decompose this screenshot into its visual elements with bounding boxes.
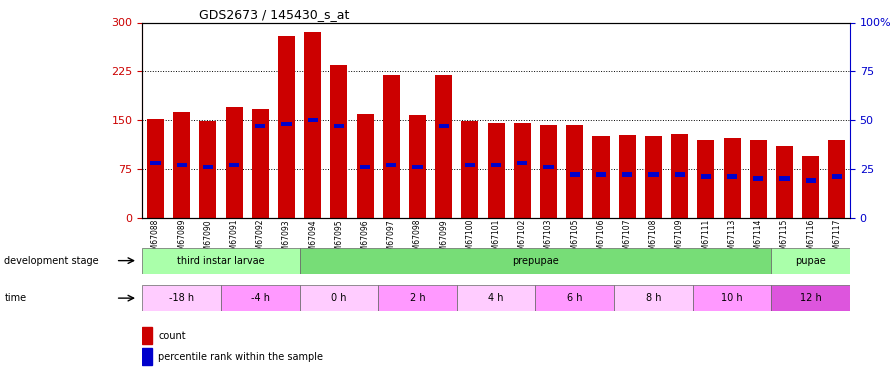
Bar: [544, 165, 554, 169]
Bar: [491, 163, 501, 167]
Bar: [439, 124, 449, 128]
Text: pupae: pupae: [796, 256, 826, 266]
Bar: [648, 172, 659, 177]
Bar: [142, 248, 300, 274]
Bar: [378, 285, 457, 311]
Text: percentile rank within the sample: percentile rank within the sample: [158, 352, 323, 362]
Bar: [203, 165, 213, 169]
Bar: [805, 178, 816, 183]
Bar: [221, 285, 300, 311]
Text: time: time: [4, 293, 27, 303]
Bar: [300, 285, 378, 311]
Bar: [727, 174, 737, 179]
Bar: [142, 327, 152, 344]
Bar: [300, 248, 772, 274]
Bar: [465, 163, 475, 167]
Bar: [174, 111, 190, 218]
Bar: [412, 165, 423, 169]
Bar: [622, 172, 632, 177]
Text: 4 h: 4 h: [489, 293, 504, 303]
Bar: [357, 114, 374, 218]
Bar: [614, 285, 692, 311]
Bar: [829, 140, 846, 218]
Bar: [435, 75, 452, 217]
Text: count: count: [158, 330, 186, 340]
Text: 10 h: 10 h: [721, 293, 743, 303]
Bar: [671, 134, 688, 218]
Bar: [832, 174, 842, 179]
Bar: [675, 172, 684, 177]
Text: -4 h: -4 h: [251, 293, 270, 303]
Bar: [142, 285, 221, 311]
Bar: [753, 176, 764, 181]
Text: -18 h: -18 h: [169, 293, 194, 303]
Bar: [360, 165, 370, 169]
Bar: [540, 125, 557, 218]
Bar: [802, 156, 819, 218]
Bar: [150, 160, 160, 165]
Bar: [229, 163, 239, 167]
Text: 12 h: 12 h: [800, 293, 821, 303]
Text: third instar larvae: third instar larvae: [177, 256, 265, 266]
Bar: [776, 146, 793, 218]
Bar: [697, 140, 715, 218]
Bar: [780, 176, 789, 181]
Bar: [566, 124, 583, 217]
Bar: [334, 124, 344, 128]
Bar: [488, 123, 505, 218]
Bar: [517, 160, 528, 165]
Bar: [570, 172, 580, 177]
Bar: [308, 118, 318, 122]
Bar: [596, 172, 606, 177]
Bar: [457, 285, 536, 311]
Bar: [409, 115, 426, 218]
Bar: [225, 107, 243, 218]
Text: 0 h: 0 h: [331, 293, 347, 303]
Bar: [700, 174, 711, 179]
Text: development stage: development stage: [4, 256, 99, 266]
Text: prepupae: prepupae: [512, 256, 559, 266]
Bar: [536, 285, 614, 311]
Bar: [330, 65, 347, 218]
Text: 8 h: 8 h: [645, 293, 661, 303]
Bar: [255, 124, 265, 128]
Bar: [692, 285, 772, 311]
Bar: [142, 348, 152, 365]
Bar: [383, 75, 400, 217]
Bar: [252, 109, 269, 217]
Bar: [199, 121, 216, 218]
Bar: [645, 136, 662, 218]
Bar: [461, 121, 479, 218]
Text: 6 h: 6 h: [567, 293, 583, 303]
Bar: [281, 122, 292, 126]
Text: 2 h: 2 h: [409, 293, 425, 303]
Bar: [304, 32, 321, 218]
Bar: [176, 163, 187, 167]
Bar: [772, 248, 850, 274]
Bar: [593, 136, 610, 218]
Text: GDS2673 / 145430_s_at: GDS2673 / 145430_s_at: [199, 8, 350, 21]
Bar: [147, 119, 164, 218]
Bar: [772, 285, 850, 311]
Bar: [619, 135, 635, 218]
Bar: [749, 140, 767, 218]
Bar: [514, 123, 531, 218]
Bar: [386, 163, 396, 167]
Bar: [724, 138, 740, 218]
Bar: [278, 36, 295, 218]
